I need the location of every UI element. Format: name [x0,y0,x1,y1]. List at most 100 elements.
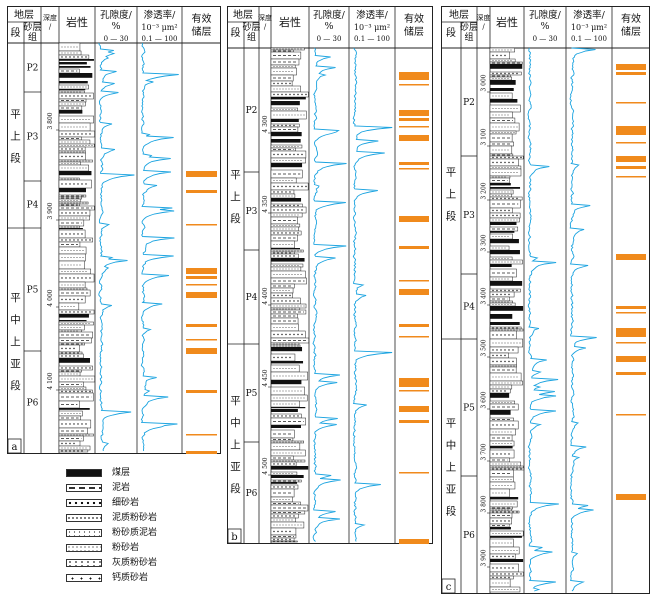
lithology-dot [492,520,494,522]
lithology-bed [270,449,306,457]
section-char: 亚 [446,484,457,496]
lithology-dot [504,60,506,61]
lithology-dot [512,567,514,569]
lithology-dot [279,397,281,399]
lithology-dot [285,160,287,161]
lithology-dot [300,305,302,307]
lithology-dot [67,323,69,324]
lithology-dot [504,209,506,212]
lithology-dot [498,466,500,468]
lithology-dot [516,533,518,534]
lithology-dot [282,446,284,447]
lithology-dot [516,468,518,470]
lithology-dot [291,441,293,443]
depth-tick-label: 4 350 [262,195,269,212]
lithology-dot [501,195,503,196]
panel-label: b [231,532,237,543]
lithology-dot [288,308,290,310]
lithology-dot [294,368,296,369]
lithology-dot [285,214,287,216]
lithology-dot [507,261,509,263]
lithology-dot [496,293,498,296]
lithology-dot [73,378,75,380]
lithology-dot [276,460,278,462]
lithology-dot [79,284,81,286]
lithology-bed-coal [490,80,516,85]
lithology-dot [76,434,78,436]
lithology-dot [294,305,296,307]
lithology-dot [64,217,66,219]
lithology-dot [293,515,295,517]
lithology-dot [501,582,503,584]
lithology-dot [289,333,291,336]
lithology-dot [73,133,75,135]
lithology-dot [79,388,81,389]
lithology-dot [516,376,518,378]
lithology-dot [282,343,284,345]
lithology-dot [281,93,283,96]
lithology-dot [64,151,66,153]
lithology-dot [85,212,87,214]
lithology-dot [76,103,78,105]
lithology-dot [291,397,293,399]
lithology-dot [82,447,84,449]
header-section: 段 [11,26,21,39]
lithology-dot [64,91,66,93]
effective-reservoir-bar [616,102,646,104]
lithology-dot [276,345,278,347]
lithology-dot [301,93,303,96]
lithology-dot [504,236,506,237]
lithology-dot [285,343,287,345]
lithology-dot [76,327,78,328]
lithology-dot [70,103,72,105]
lithology-dot [73,413,75,414]
lithology-dot [504,390,506,392]
lithology-dot [69,352,71,354]
lithology-dot [285,71,287,72]
lithology-dot [498,533,500,534]
lithology-dot [300,250,302,252]
lithology-dot [288,390,290,392]
lithology-dot [300,524,302,526]
lithology-bed-coal [490,559,524,562]
lithology-dot [500,209,502,212]
lithology-dot [498,479,500,480]
lithology-dot [273,403,275,405]
lithology-dot [285,88,287,90]
lithology-dot [289,294,291,297]
lithology-dot [504,589,506,590]
lithology-bed [58,324,85,331]
lithology-dot [492,453,494,455]
lithology-dot [70,327,72,328]
lithology-dot [504,468,506,470]
lithology-dot [492,49,494,51]
permeability-curve [569,47,597,592]
lithology-dot [67,202,69,204]
lithology-dot [79,145,81,146]
lithology-dot [500,390,502,392]
lithology-dot [504,492,506,494]
lithology-dot [300,114,302,116]
lithology-dot [277,300,279,302]
lithology-dot [77,56,79,58]
lithology-dot [504,54,506,57]
lithology-dot [300,375,302,377]
lithology-dot [495,485,497,486]
lithology-dot [285,146,287,147]
lithology-dot [291,268,293,270]
lithology-dot [69,155,71,158]
lithology-dot [510,126,512,128]
effective-reservoir-bar [616,334,646,337]
lithology-dot [277,191,279,193]
lithology-dot [65,347,67,350]
lithology-dot [276,390,278,392]
depth-tick-label: 4 450 [262,369,269,386]
lithology-dot [79,126,81,128]
lithology-dot [504,424,506,426]
lithology-dot [495,589,497,590]
effective-reservoir-bar [399,162,429,165]
lithology-dot [293,486,295,488]
lithology-dot [64,141,66,143]
lithology-dot [297,93,299,96]
lithology-dot [273,255,275,257]
